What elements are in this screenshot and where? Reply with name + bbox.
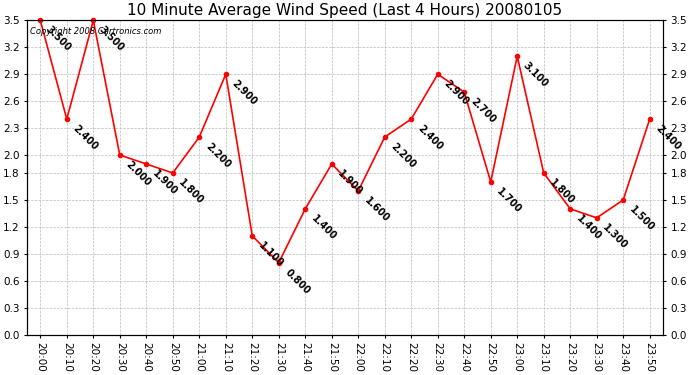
Text: 1.300: 1.300 <box>601 222 630 251</box>
Text: 1.900: 1.900 <box>336 168 365 197</box>
Text: 2.200: 2.200 <box>204 141 233 170</box>
Text: 3.100: 3.100 <box>522 60 550 89</box>
Text: 1.500: 1.500 <box>627 204 656 233</box>
Text: 2.900: 2.900 <box>442 78 471 107</box>
Text: 1.600: 1.600 <box>362 195 391 224</box>
Text: Copyright 2008 Cartronics.com: Copyright 2008 Cartronics.com <box>30 27 161 36</box>
Text: 2.000: 2.000 <box>124 159 152 188</box>
Text: 1.800: 1.800 <box>548 177 577 206</box>
Text: 2.400: 2.400 <box>654 123 682 152</box>
Title: 10 Minute Average Wind Speed (Last 4 Hours) 20080105: 10 Minute Average Wind Speed (Last 4 Hou… <box>128 3 562 18</box>
Text: 2.200: 2.200 <box>389 141 417 170</box>
Text: 1.100: 1.100 <box>257 240 285 269</box>
Text: 1.400: 1.400 <box>309 213 338 242</box>
Text: 1.400: 1.400 <box>574 213 603 242</box>
Text: 2.900: 2.900 <box>230 78 259 107</box>
Text: 1.800: 1.800 <box>177 177 206 206</box>
Text: 3.500: 3.500 <box>97 24 126 53</box>
Text: 1.700: 1.700 <box>495 186 524 215</box>
Text: 1.900: 1.900 <box>150 168 179 197</box>
Text: 2.400: 2.400 <box>71 123 100 152</box>
Text: 0.800: 0.800 <box>283 267 312 296</box>
Text: 2.700: 2.700 <box>469 96 497 125</box>
Text: 3.500: 3.500 <box>44 24 73 53</box>
Text: 2.400: 2.400 <box>415 123 444 152</box>
